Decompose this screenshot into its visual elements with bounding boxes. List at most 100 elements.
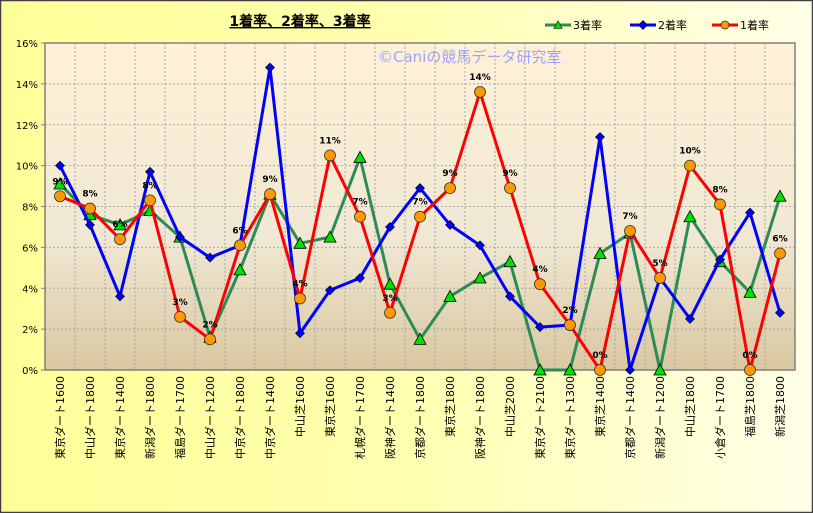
x-tick-label: 福島芝1800 bbox=[743, 376, 757, 437]
data-point bbox=[204, 333, 216, 346]
data-label: 8% bbox=[142, 181, 157, 191]
x-tick-label: 東京ダート1400 bbox=[113, 376, 127, 459]
data-point bbox=[685, 313, 695, 324]
data-point bbox=[354, 210, 366, 223]
data-point bbox=[355, 273, 365, 283]
data-point bbox=[145, 166, 155, 177]
x-tick-label: 東京ダート2100 bbox=[533, 376, 547, 459]
x-tick-label: 東京ダート1600 bbox=[53, 376, 67, 459]
data-point bbox=[445, 219, 455, 230]
data-point bbox=[144, 194, 156, 207]
data-point bbox=[85, 219, 95, 230]
x-tick-label: 新潟ダート1200 bbox=[653, 376, 667, 459]
gridlines bbox=[45, 43, 795, 370]
data-point bbox=[413, 332, 427, 345]
data-point bbox=[55, 160, 65, 171]
y-tick-label: 6% bbox=[22, 243, 38, 254]
data-point bbox=[595, 132, 605, 142]
y-tick-label: 2% bbox=[22, 325, 38, 336]
y-tick-label: 4% bbox=[22, 284, 38, 295]
data-point bbox=[684, 159, 696, 172]
data-point bbox=[115, 291, 125, 302]
x-tick-label: 中京ダート1400 bbox=[263, 376, 277, 459]
data-label: 14% bbox=[469, 73, 491, 83]
legend-marker bbox=[720, 20, 730, 30]
data-label: 2% bbox=[202, 320, 217, 330]
data-point bbox=[714, 198, 726, 211]
data-point bbox=[774, 247, 786, 260]
legend-item: 2着率 bbox=[630, 18, 687, 32]
data-point bbox=[294, 292, 306, 305]
data-point bbox=[563, 363, 577, 376]
legend-item: 1着率 bbox=[712, 18, 769, 32]
data-point bbox=[743, 285, 757, 298]
data-label: 8% bbox=[82, 190, 97, 200]
data-label: 3% bbox=[382, 294, 397, 304]
data-point bbox=[383, 277, 397, 290]
y-tick-label: 10% bbox=[16, 162, 38, 173]
data-point bbox=[323, 230, 337, 243]
legend-label: 3着率 bbox=[573, 18, 602, 32]
data-point bbox=[84, 202, 96, 215]
y-tick-label: 8% bbox=[22, 203, 38, 214]
y-tick-label: 0% bbox=[22, 366, 38, 377]
data-label: 7% bbox=[622, 212, 637, 222]
data-point bbox=[533, 363, 547, 376]
x-tick-label: 京都ダート1400 bbox=[623, 376, 637, 459]
data-label: 10% bbox=[679, 147, 701, 157]
data-point bbox=[593, 246, 607, 259]
data-point bbox=[53, 177, 67, 190]
data-point bbox=[683, 209, 697, 223]
data-point bbox=[653, 363, 667, 376]
data-label: 2% bbox=[562, 306, 577, 316]
y-tick-label: 14% bbox=[16, 80, 38, 91]
data-point bbox=[473, 271, 487, 284]
data-label: 8% bbox=[712, 185, 727, 195]
data-label: 3% bbox=[172, 298, 187, 308]
x-tick-label: 阪神ダート1800 bbox=[473, 376, 487, 459]
data-label: 7% bbox=[412, 198, 427, 208]
data-label: 4% bbox=[532, 265, 547, 275]
legend-label: 2着率 bbox=[658, 18, 687, 32]
data-point bbox=[564, 319, 576, 331]
x-tick-label: 京都ダート1800 bbox=[413, 376, 427, 459]
data-label: 6% bbox=[772, 235, 787, 245]
data-point bbox=[474, 86, 486, 98]
data-label: 6% bbox=[112, 220, 127, 230]
data-point bbox=[234, 239, 246, 252]
watermark: ©Caniの競馬データ研究室 bbox=[378, 48, 561, 66]
data-point bbox=[205, 252, 215, 263]
x-tick-label: 東京芝1800 bbox=[443, 376, 457, 437]
data-point bbox=[535, 322, 545, 333]
data-point bbox=[54, 190, 66, 203]
data-point bbox=[233, 263, 247, 276]
x-tick-label: 東京芝1400 bbox=[593, 376, 607, 437]
data-point bbox=[295, 328, 305, 339]
data-point bbox=[444, 182, 456, 195]
data-point bbox=[504, 182, 516, 195]
data-label: 9% bbox=[502, 169, 517, 179]
data-point bbox=[293, 236, 307, 249]
data-label: 4% bbox=[292, 279, 307, 289]
data-point bbox=[175, 232, 185, 243]
x-tick-label: 札幌ダート1700 bbox=[353, 376, 367, 459]
legend-label: 1着率 bbox=[740, 18, 769, 32]
legend-item: 3着率 bbox=[545, 18, 602, 32]
data-label: 6% bbox=[232, 226, 247, 236]
legend-marker bbox=[553, 20, 563, 29]
data-label: 9% bbox=[52, 177, 67, 187]
data-point bbox=[625, 365, 635, 375]
y-tick-label: 12% bbox=[16, 121, 38, 132]
data-label: 0% bbox=[592, 351, 607, 361]
data-point bbox=[744, 364, 756, 376]
x-tick-label: 中山ダート1800 bbox=[83, 376, 97, 459]
data-point bbox=[113, 218, 127, 231]
legend-marker bbox=[638, 20, 648, 30]
y-axis: 0% 2% 4% 6% 8% 10% 12% 14% 16% bbox=[16, 39, 45, 377]
data-point bbox=[414, 210, 426, 223]
data-label: 9% bbox=[262, 175, 277, 185]
data-point bbox=[385, 222, 395, 232]
data-point bbox=[415, 183, 425, 194]
data-point bbox=[594, 364, 606, 376]
series-circle bbox=[54, 86, 786, 376]
